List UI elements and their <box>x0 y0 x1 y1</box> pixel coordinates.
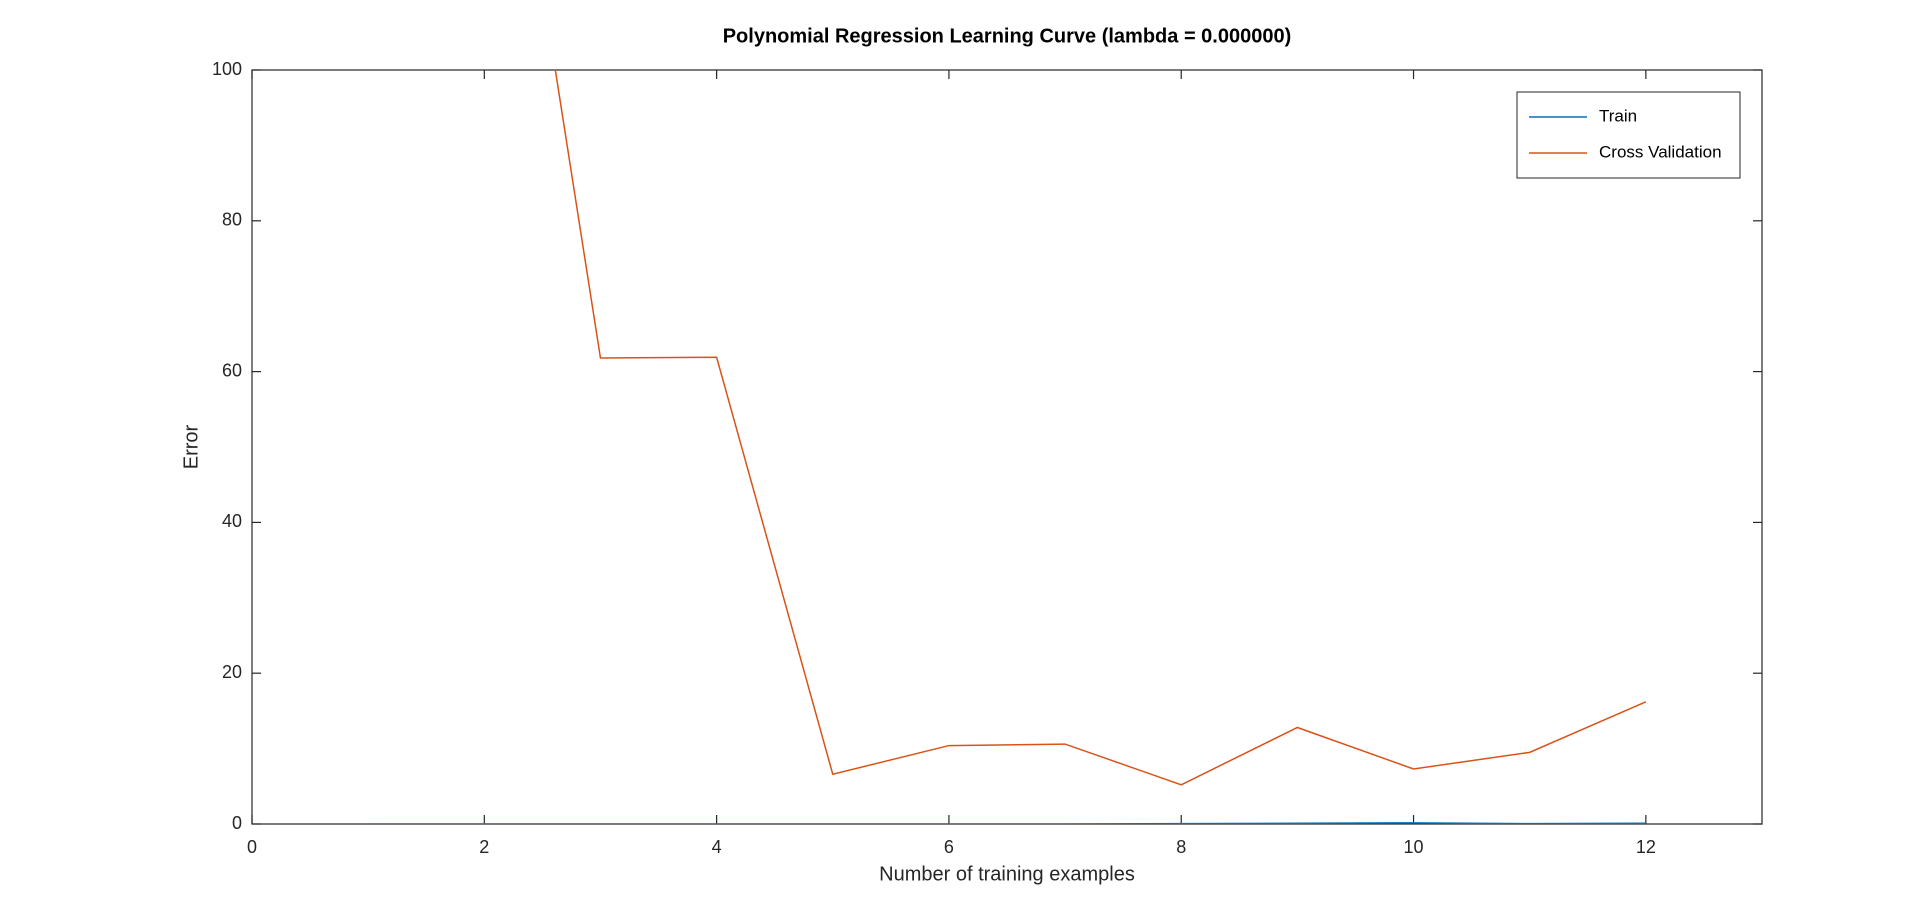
x-tick-label: 0 <box>247 837 257 857</box>
y-tick-label: 100 <box>212 59 242 79</box>
y-tick-label: 20 <box>222 662 242 682</box>
legend-label: Train <box>1599 106 1637 125</box>
legend-label: Cross Validation <box>1599 142 1722 161</box>
chart-title: Polynomial Regression Learning Curve (la… <box>723 25 1292 47</box>
y-tick-label: 80 <box>222 210 242 230</box>
x-tick-label: 12 <box>1636 837 1656 857</box>
y-axis-label: Error <box>180 424 202 469</box>
series-line <box>368 822 1646 824</box>
x-axis-label: Number of training examples <box>879 863 1135 885</box>
plot-frame <box>251 69 1763 825</box>
y-tick-label: 40 <box>222 511 242 531</box>
x-tick-label: 10 <box>1404 837 1424 857</box>
x-tick-label: 4 <box>712 837 722 857</box>
legend-box <box>1516 91 1741 179</box>
x-tick-label: 2 <box>479 837 489 857</box>
y-tick-label: 0 <box>232 813 242 833</box>
x-tick-label: 6 <box>944 837 954 857</box>
x-tick-label: 8 <box>1176 837 1186 857</box>
y-tick-label: 60 <box>222 360 242 380</box>
plot-area <box>368 70 1647 824</box>
series-line <box>554 70 1647 786</box>
